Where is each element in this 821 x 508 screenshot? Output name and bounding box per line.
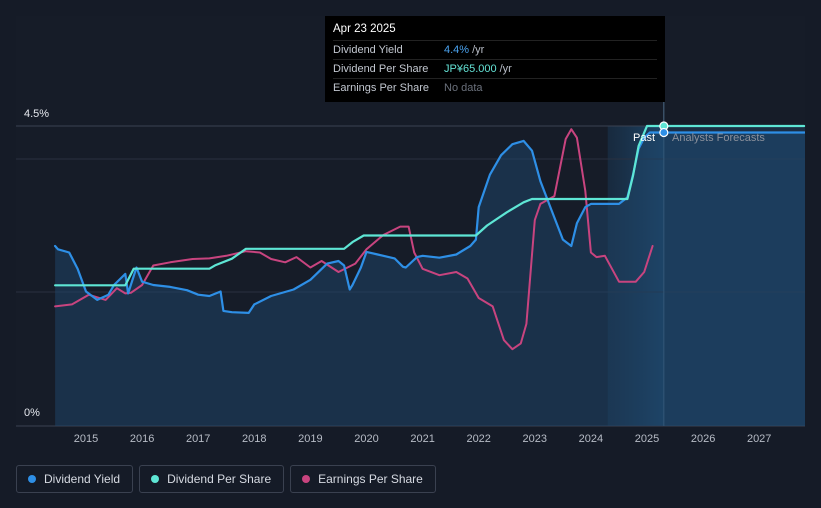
earnings-per-share-line	[54, 128, 654, 351]
tooltip: Apr 23 2025 Dividend Yield 4.4% /yr Divi…	[325, 16, 665, 102]
yield-marker	[659, 127, 669, 138]
x-tick-label: 2018	[242, 433, 267, 445]
y-tick-label-bottom: 0%	[24, 407, 40, 419]
legend-label: Earnings Per Share	[318, 472, 423, 486]
legend-label: Dividend Yield	[44, 472, 121, 486]
legend-dot-icon	[28, 475, 36, 483]
tooltip-value: JP¥65.000	[444, 63, 497, 75]
past-label: Past	[633, 132, 656, 144]
tooltip-row-eps: Earnings Per Share No data	[333, 78, 657, 97]
tooltip-row-dps: Dividend Per Share JP¥65.000 /yr	[333, 59, 657, 78]
x-tick-label: 2019	[298, 433, 323, 445]
y-tick-label-top: 4.5%	[24, 108, 50, 120]
x-tick-label: 2024	[578, 433, 604, 445]
x-tick-label: 2020	[354, 433, 379, 445]
tooltip-unit: /yr	[499, 63, 512, 75]
legend-item-dividend-per-share[interactable]: Dividend Per Share	[139, 465, 285, 493]
legend-item-dividend-yield[interactable]: Dividend Yield	[16, 465, 134, 493]
tooltip-unit: /yr	[472, 44, 485, 56]
dividend-yield-forecast-area	[663, 132, 805, 426]
tooltip-row-yield: Dividend Yield 4.4% /yr	[333, 40, 657, 59]
legend-item-earnings-per-share[interactable]: Earnings Per Share	[290, 465, 436, 493]
tooltip-label: Earnings Per Share	[333, 82, 429, 94]
legend-dot-icon	[302, 475, 311, 483]
tooltip-label: Dividend Per Share	[333, 63, 429, 75]
tooltip-value: 4.4%	[444, 44, 470, 56]
x-tick-label: 2025	[634, 433, 660, 445]
legend-dot-icon	[151, 475, 160, 483]
x-tick-label: 2026	[690, 433, 716, 445]
dividend-per-share-line	[54, 124, 806, 287]
forecast-label: Analysts Forecasts	[672, 132, 765, 144]
x-tick-label: 2022	[466, 433, 491, 445]
dividend-yield-line	[54, 131, 665, 314]
x-tick-label: 2023	[522, 433, 548, 445]
legend: Dividend Yield Dividend Per Share Earnin…	[16, 465, 436, 493]
legend-label: Dividend Per Share	[167, 472, 272, 486]
x-tick-label: 2017	[185, 433, 211, 445]
x-tick-label: 2027	[746, 433, 772, 445]
x-tick-label: 2016	[129, 433, 155, 445]
tooltip-label: Dividend Yield	[333, 44, 403, 56]
x-tick-label: 2015	[73, 433, 99, 445]
dividend-yield-area	[55, 132, 664, 426]
tooltip-value: No data	[444, 82, 483, 94]
x-tick-label: 2021	[410, 433, 435, 445]
tooltip-date: Apr 23 2025	[333, 23, 396, 35]
